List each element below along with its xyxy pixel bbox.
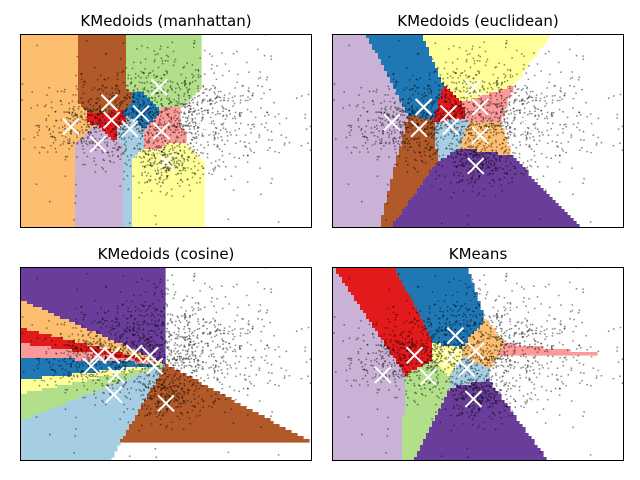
medoid-marker [383,113,401,131]
medoid-marker [374,366,392,384]
medoid-marker [471,126,489,145]
chart-svg [333,268,623,460]
sample-points [21,268,311,459]
cluster-regions [333,35,580,227]
plot-area [332,267,624,461]
medoid-marker [457,359,476,378]
plot-area [20,34,312,228]
medoid-marker [510,307,528,325]
cluster-regions [21,35,205,227]
medoid-marker [121,120,139,138]
medoid-marker [198,331,216,349]
chart-title: KMedoids (euclidean) [397,12,559,30]
medoid-marker [102,346,121,364]
medoid-marker [100,93,119,112]
medoid-marker [107,366,125,384]
chart-title: KMedoids (cosine) [97,245,235,263]
medoid-marker [442,117,460,136]
medoid-marker [467,342,485,360]
medoid-marker [419,368,437,386]
chart-panel-3: KMeans [332,243,624,461]
cluster-regions [333,268,598,460]
medoid-marker [464,78,483,97]
medoid-marker [89,346,107,364]
plot-area [332,34,624,228]
medoid-marker [105,385,123,404]
medoid-marker [102,111,121,129]
medoid-marker [467,157,485,175]
sample-points [333,268,623,459]
cluster-regions [21,268,310,460]
medoid-marker [125,344,143,362]
medoid-marker [82,357,100,375]
medoid-marker [516,113,535,131]
medoid-marker [89,135,107,153]
chart-panel-0: KMedoids (manhattan) [20,10,312,228]
medoid-marker [442,348,460,367]
medoid-marker [157,394,175,412]
chart-svg [21,35,311,227]
medoid-marker [195,117,214,136]
medoid-marker [152,122,171,140]
chart-title: KMedoids (manhattan) [80,12,252,30]
chart-svg [21,268,311,460]
chart-panel-2: KMedoids (cosine) [20,243,312,461]
chart-panel-1: KMedoids (euclidean) [332,10,624,228]
medoid-marker [132,104,150,123]
medoid-marker [150,78,168,97]
chart-svg [333,35,623,227]
medoid-marker [503,364,521,382]
medoid-marker [62,117,80,136]
plot-area [20,267,312,461]
chart-title: KMeans [448,245,508,263]
medoid-marker [405,346,424,364]
medoid-marker [464,390,483,408]
medoid-marker [471,98,489,116]
medoid-marker [410,120,428,138]
medoid-marker [414,98,433,116]
sample-points [21,35,311,226]
medoid-marker [141,346,159,364]
medoid-marker [446,326,465,345]
medoid-marker [157,152,175,171]
medoid-marker [145,357,164,375]
